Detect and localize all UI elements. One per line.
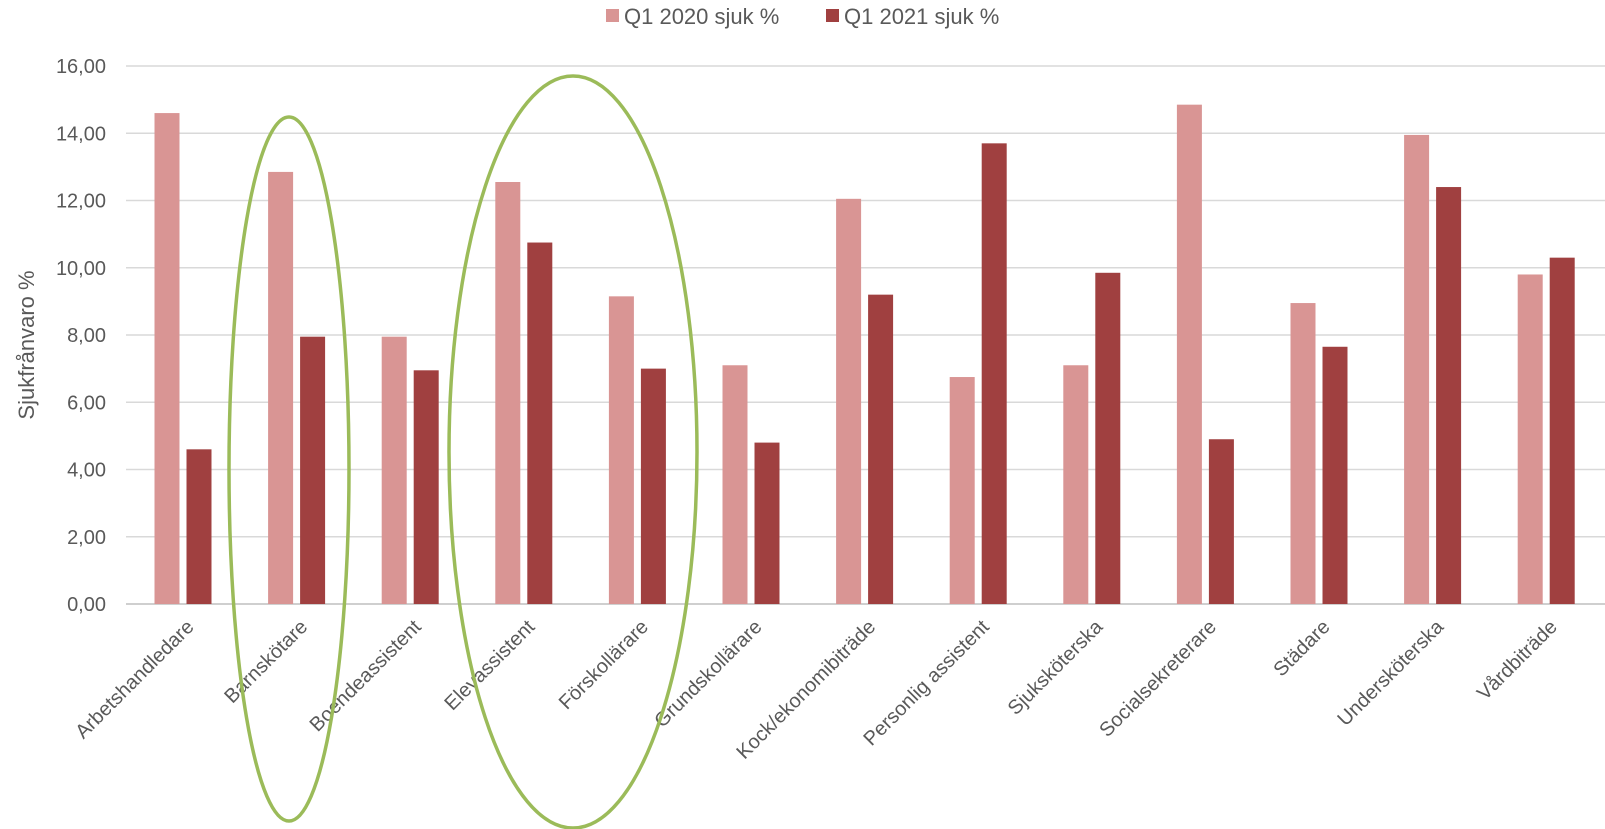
bar-q1-2021	[1322, 346, 1348, 604]
bar-q1-2021	[1095, 272, 1121, 604]
bar-q1-2021	[527, 242, 553, 604]
y-tick-label: 14,00	[56, 123, 106, 145]
gridlines	[126, 65, 1605, 605]
bar-q1-2021	[981, 143, 1007, 604]
bar-q1-2020	[1063, 365, 1089, 604]
y-tick-label: 8,00	[67, 325, 106, 347]
bar-q1-2021	[186, 449, 212, 604]
y-tick-label: 4,00	[67, 460, 106, 482]
y-axis-title: Sjukfrånvaro %	[14, 270, 39, 419]
legend-swatch	[826, 9, 839, 22]
category-labels: Arbetshandledare BarnskötareBoendeassiste…	[71, 615, 1561, 763]
category-label: Personlig assistent	[859, 616, 994, 751]
bar-q1-2020	[268, 171, 294, 604]
bar-q1-2021	[754, 442, 780, 604]
y-tick-label: 12,00	[56, 191, 106, 213]
legend-label: Q1 2021 sjuk %	[844, 4, 999, 29]
category-label: Förskollärare	[555, 616, 653, 714]
category-label: Undersköterska	[1334, 615, 1449, 730]
bar-q1-2020	[1517, 274, 1543, 604]
category-label: Vårdbiträde	[1473, 616, 1562, 705]
category-label: Elevassistent	[440, 616, 539, 715]
bar-q1-2020	[1176, 104, 1202, 604]
legend-swatch	[606, 9, 619, 22]
bar-q1-2021	[1208, 439, 1234, 604]
y-tick-label: 10,00	[56, 258, 106, 280]
category-label: Städare	[1269, 616, 1334, 681]
category-label: Grundskollärare	[650, 616, 766, 732]
bar-q1-2020	[495, 182, 521, 604]
bar-q1-2021	[1549, 257, 1575, 604]
y-tick-label: 2,00	[67, 527, 106, 549]
bars	[154, 104, 1575, 605]
category-label: Sjuksköterska	[1004, 615, 1108, 719]
category-label: Boendeassistent	[306, 616, 426, 736]
bar-q1-2020	[154, 113, 180, 604]
bar-q1-2020	[836, 198, 862, 604]
y-tick-label: 0,00	[67, 594, 106, 616]
y-tick-label: 6,00	[67, 392, 106, 414]
category-label: Arbetshandledare	[71, 616, 198, 743]
bar-q1-2021	[868, 294, 894, 604]
y-tick-label: 16,00	[56, 56, 106, 78]
bar-q1-2020	[608, 296, 634, 604]
annotations	[227, 74, 699, 829]
bar-q1-2021	[300, 336, 326, 604]
bar-q1-2020	[381, 336, 407, 604]
bar-q1-2021	[413, 370, 439, 604]
legend-label: Q1 2020 sjuk %	[624, 4, 779, 29]
bar-q1-2020	[722, 365, 748, 604]
category-label: Socialsekreterare	[1095, 616, 1221, 742]
annotation-ellipse	[227, 115, 351, 823]
y-axis-ticks: 0,00 2,00 4,00 6,00 8,00 10,00 12,00 14,00 16,00	[56, 56, 106, 616]
bar-q1-2020	[1404, 134, 1430, 604]
bar-q1-2021	[640, 368, 666, 604]
bar-q1-2020	[949, 377, 975, 604]
annotation-ellipse	[447, 74, 699, 829]
legend: Q1 2020 sjuk % Q1 2021 sjuk %	[606, 4, 999, 29]
bar-q1-2020	[1290, 303, 1316, 604]
bar-q1-2021	[1436, 187, 1462, 605]
